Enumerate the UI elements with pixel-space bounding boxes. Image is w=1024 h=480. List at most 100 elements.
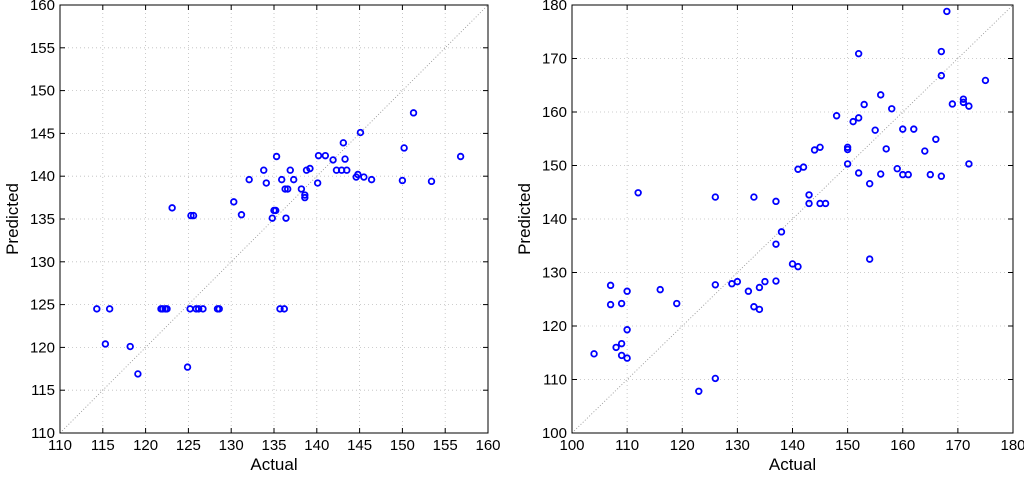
data-point [163,305,171,313]
x-tick-label: 100 [559,437,584,454]
x-tick-label: 115 [91,437,115,454]
data-point [282,214,290,222]
data-point [937,172,946,180]
data-point [289,175,298,184]
data-point [400,144,408,152]
data-point [168,204,176,212]
x-tick-label: 120 [133,437,158,454]
y-tick-label: 160 [30,0,55,14]
data-point [245,175,253,184]
data-point [805,191,813,199]
data-point [93,305,101,313]
data-point [617,299,626,308]
data-point [921,147,929,155]
data-point [281,185,289,193]
data-point [237,211,246,219]
data-point [301,193,309,202]
data-point [306,164,314,173]
chart-2: 100 110 120 130 140 150 160 170 180 100 110 120 130 1… [515,0,1024,474]
data-point [865,255,874,263]
data-point [623,326,631,334]
data-point [286,166,294,174]
data-point [283,185,292,193]
data-point [354,170,362,179]
data-point [755,305,764,314]
y-tick-label: 140 [542,211,567,228]
data-point [932,135,940,143]
y-tick-label: 110 [543,372,567,389]
data-point [777,228,786,236]
data-point [656,285,664,294]
x-tick-label: 110 [615,437,639,454]
data-point [772,197,780,206]
data-point [367,175,376,184]
data-point [871,126,879,134]
x-tick-label: 110 [48,437,72,454]
data-point [187,211,195,220]
data-point [268,214,276,222]
data-point [673,299,681,308]
y-tick-label: 150 [30,83,55,100]
axes-frame [571,4,1014,434]
data-point [755,283,764,292]
data-point [272,206,280,215]
data-point [943,7,951,16]
x-tick-label: 145 [347,437,372,454]
data-point [854,49,863,58]
data-point [805,199,813,208]
data-point [926,170,935,179]
data-point [134,370,142,378]
data-point [981,76,990,85]
data-point [105,305,114,313]
data-point [159,305,167,313]
data-point [623,354,631,362]
data-point [606,300,615,309]
x-axis-label: Actual [250,455,297,474]
data-point [101,340,110,348]
y-tick-label: 160 [542,104,567,121]
y-axis-label: Predicted [515,183,534,255]
data-point [937,71,946,80]
data-point [634,189,642,197]
x-tick-label: 130 [219,437,244,454]
data-point [194,305,203,313]
data-point [959,95,968,103]
data-point [456,152,465,161]
data-point [617,339,626,348]
data-point [409,109,418,117]
data-point [278,175,286,184]
data-point [893,165,901,173]
data-point [877,91,885,99]
data-point [910,125,918,133]
data-point [199,305,207,313]
y-tick-label: 120 [30,339,55,356]
axes-frame [59,4,489,434]
data-point [937,47,946,56]
data-point [297,185,306,193]
data-point [343,166,351,174]
y-tick-label: 155 [30,40,55,57]
data-point [761,277,769,286]
y-tick-label: 170 [542,51,567,68]
y-tick-label: 130 [30,254,55,271]
x-tick-label: 170 [945,437,970,454]
data-point [882,145,890,153]
data-point [711,281,720,289]
x-tick-label: 180 [1000,437,1024,454]
data-point [854,114,863,122]
data-point [280,305,288,313]
y-tick-label: 125 [30,297,55,314]
data-point [590,350,598,358]
data-point [623,287,631,295]
y-tick-label: 135 [30,211,55,228]
data-point [695,387,703,395]
data-point [126,342,134,351]
data-point [750,193,758,201]
data-point [904,170,912,179]
identity-reference-line [571,4,1014,434]
data-point [788,260,797,268]
data-point [272,152,281,161]
x-tick-label: 135 [261,437,286,454]
